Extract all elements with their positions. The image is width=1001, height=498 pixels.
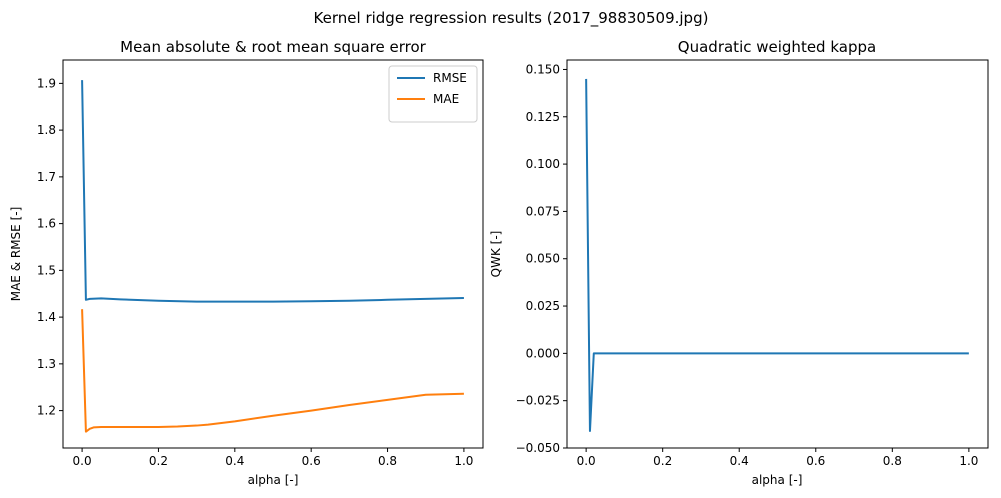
left-x-axis-label: alpha [-]: [248, 473, 299, 487]
left-axes-title: Mean absolute & root mean square error: [120, 38, 427, 56]
left-y-tick-label: 1.7: [37, 170, 56, 184]
left-x-tick-label: 0.6: [302, 454, 321, 468]
left-x-tick-label: 1.0: [454, 454, 473, 468]
left-y-tick-label: 1.3: [37, 357, 56, 371]
right-y-tick-label: 0.100: [526, 157, 560, 171]
right-x-tick-label: 0.0: [577, 454, 596, 468]
left-y-tick-label: 1.5: [37, 263, 56, 277]
left-legend: RMSE MAE: [388, 65, 478, 123]
right-series-line-0: [585, 78, 969, 432]
left-series-line-rmse: [81, 80, 464, 303]
right-x-tick-label: 0.8: [883, 454, 902, 468]
right-x-tick-label: 0.2: [653, 454, 672, 468]
figure-title: Kernel ridge regression results (2017_98…: [314, 9, 709, 28]
right-y-tick-label: 0.125: [526, 110, 560, 124]
left-x-tick-label: 0.0: [73, 454, 92, 468]
left-x-tick-label: 0.8: [378, 454, 397, 468]
left-y-tick-label: 1.2: [37, 404, 56, 418]
right-x-tick-label: 1.0: [959, 454, 978, 468]
right-x-tick-label: 0.4: [730, 454, 749, 468]
right-axes-title: Quadratic weighted kappa: [678, 38, 876, 56]
right-y-tick-label: −0.025: [516, 394, 560, 408]
left-axes-frame: [62, 59, 484, 449]
right-y-tick-label: 0.000: [526, 346, 560, 360]
left-legend-label-mae: MAE: [433, 92, 459, 106]
right-axes-frame: [566, 59, 989, 449]
right-y-tick-label: −0.050: [516, 441, 560, 455]
left-y-tick-label: 1.6: [37, 217, 56, 231]
right-x-axis-label: alpha [-]: [752, 473, 803, 487]
left-x-tick-label: 0.2: [149, 454, 168, 468]
right-y-axis-label: QWK [-]: [489, 231, 503, 278]
left-legend-box: [388, 65, 478, 123]
right-x-tick-label: 0.6: [806, 454, 825, 468]
left-y-tick-label: 1.8: [37, 123, 56, 137]
left-legend-label-rmse: RMSE: [433, 71, 467, 85]
right-y-tick-label: 0.075: [526, 204, 560, 218]
left-y-axis-label: MAE & RMSE [-]: [9, 207, 23, 302]
right-axes: Quadratic weighted kappa alpha [-] QWK […: [489, 38, 989, 487]
left-x-tick-label: 0.4: [225, 454, 244, 468]
left-series-line-mae: [81, 309, 464, 433]
right-y-tick-label: 0.150: [526, 62, 560, 76]
left-y-tick-label: 1.4: [37, 310, 56, 324]
left-axes: Mean absolute & root mean square error a…: [9, 38, 484, 487]
right-y-tick-label: 0.025: [526, 299, 560, 313]
left-y-tick-label: 1.9: [37, 76, 56, 90]
right-y-tick-label: 0.050: [526, 252, 560, 266]
